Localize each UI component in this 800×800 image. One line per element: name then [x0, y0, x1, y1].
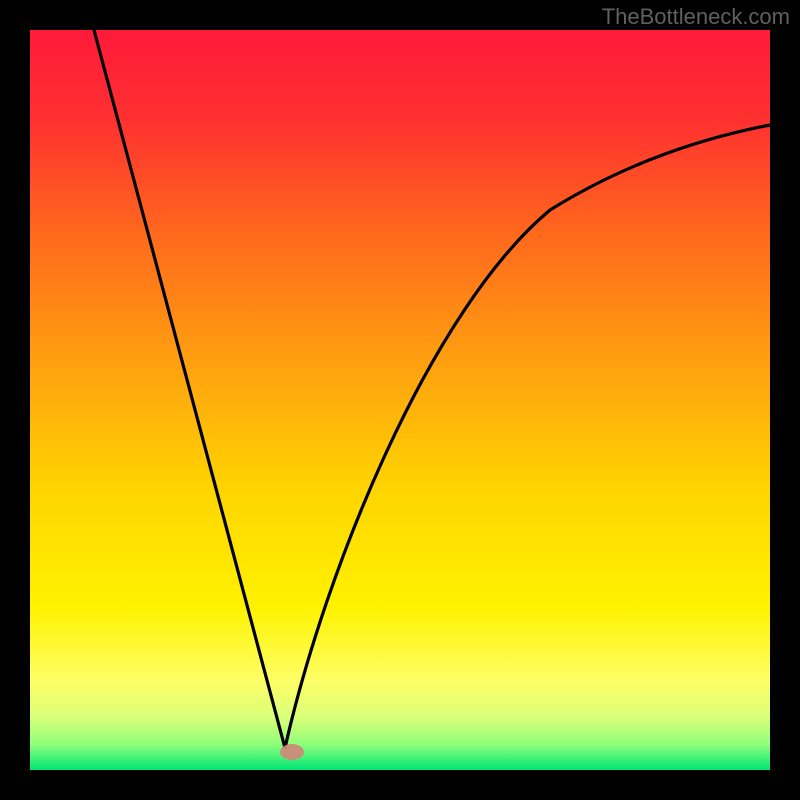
- bottleneck-chart: TheBottleneck.com: [0, 0, 800, 800]
- chart-gradient-background: [30, 30, 770, 770]
- watermark-text: TheBottleneck.com: [602, 4, 790, 30]
- optimal-point-marker: [280, 744, 304, 760]
- chart-svg: [0, 0, 800, 800]
